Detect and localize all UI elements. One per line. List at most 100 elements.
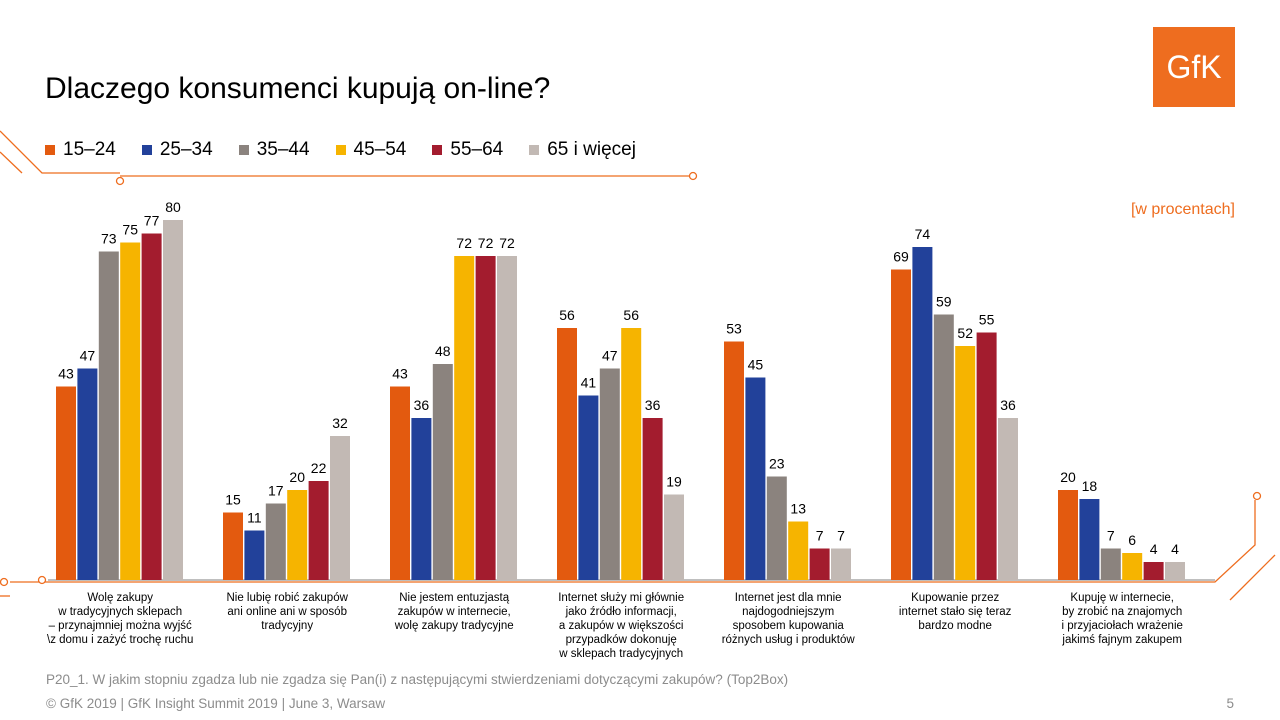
bar [163,220,183,580]
bar [578,395,599,580]
data-label: 73 [101,231,117,247]
legend-label: 45–54 [353,139,407,160]
data-label: 11 [247,510,262,526]
legend-item: 45–54 [335,139,407,161]
data-label: 36 [645,397,661,413]
bar [411,418,432,580]
bar [955,346,976,580]
data-label: 77 [144,213,160,229]
bar [56,386,76,580]
category-label: Wolę zakupy w tradycyjnych sklepach – pr… [47,592,194,646]
data-label: 7 [837,528,845,544]
category-label: Kupowanie przez internet stało się teraz… [898,592,1012,632]
bar [831,548,851,580]
category-label: Internet służy mi głównie jako źródło in… [558,592,685,660]
data-label: 32 [332,415,348,431]
copyright-footer: © GfK 2019 | GfK Insight Summit 2019 | J… [46,696,386,711]
decor-node [0,577,9,587]
data-label: 47 [80,348,96,364]
data-label: 13 [790,501,806,517]
bar [557,328,577,580]
legend-swatch [141,145,152,155]
bar [141,233,162,580]
bar [1122,553,1143,580]
bar [976,332,997,580]
bar [1143,562,1164,580]
data-label: 15 [225,492,241,508]
bar [1079,499,1100,580]
decor-line [0,130,120,174]
data-label: 7 [816,528,824,544]
data-label: 36 [414,397,430,413]
unit-note: [w procentach] [1130,201,1235,218]
decor-line [0,151,23,174]
decor-node [688,171,698,181]
legend-swatch [45,145,55,155]
data-label: 53 [726,321,742,337]
data-label: 36 [1000,397,1016,413]
legend-swatch [238,145,249,155]
legend-swatch [529,145,540,155]
bar [1058,490,1078,580]
data-label: 6 [1128,532,1136,548]
data-label: 52 [957,325,973,341]
bar [1165,562,1185,580]
data-label: 19 [666,474,682,490]
bar [98,251,119,580]
bar [244,530,265,580]
legend-item: 65 i więcej [529,139,636,161]
bar [809,548,830,580]
data-label: 69 [893,249,909,265]
bar [1100,548,1121,580]
decor-line [10,500,1256,583]
legend-label: 55–64 [450,139,504,160]
legend-item: 25–34 [141,139,213,161]
category-label: Internet jest dla mnie najdogodniejszym … [721,592,855,646]
legend-item: 15–24 [45,139,116,161]
page-number: 5 [1226,696,1234,711]
bar [223,512,243,580]
data-label: 4 [1171,541,1179,557]
page-title: Dlaczego konsumenci kupują on-line? [45,72,551,105]
bar [390,386,410,580]
bar [745,377,766,580]
category-label: Kupuję w internecie, by zrobić na znajom… [1061,592,1183,646]
legend-label: 35–44 [256,139,310,160]
bar [766,476,787,580]
legend-swatch [335,145,346,155]
data-label: 23 [769,456,785,472]
bar [933,314,954,580]
decor-line [1229,554,1276,601]
bar [664,494,684,580]
bar [120,242,141,580]
bar [77,368,98,580]
bar [308,481,329,580]
bar [432,364,453,580]
bar [265,503,286,580]
bar [998,418,1018,580]
bar [599,368,620,580]
data-label: 20 [1060,469,1076,485]
bar [642,418,663,580]
data-label: 56 [559,307,575,323]
bar [912,247,933,580]
bar [330,436,350,580]
data-label: 45 [748,357,764,373]
legend-label: 65 i więcej [547,139,636,160]
data-label: 43 [392,366,408,382]
bar [497,256,517,580]
category-label: Nie lubię robić zakupów ani online ani w… [226,592,348,632]
legend-label: 25–34 [159,139,213,160]
data-label: 17 [268,483,284,499]
data-label: 56 [623,307,639,323]
data-label: 72 [456,235,472,251]
decor-node [37,575,47,585]
data-label: 4 [1150,541,1158,557]
data-label: 18 [1082,478,1098,494]
category-label: Nie jestem entuzjastą zakupów w internec… [394,592,514,632]
data-label: 43 [58,366,74,382]
data-label: 55 [979,312,995,328]
data-label: 80 [165,199,181,215]
bar [454,256,475,580]
